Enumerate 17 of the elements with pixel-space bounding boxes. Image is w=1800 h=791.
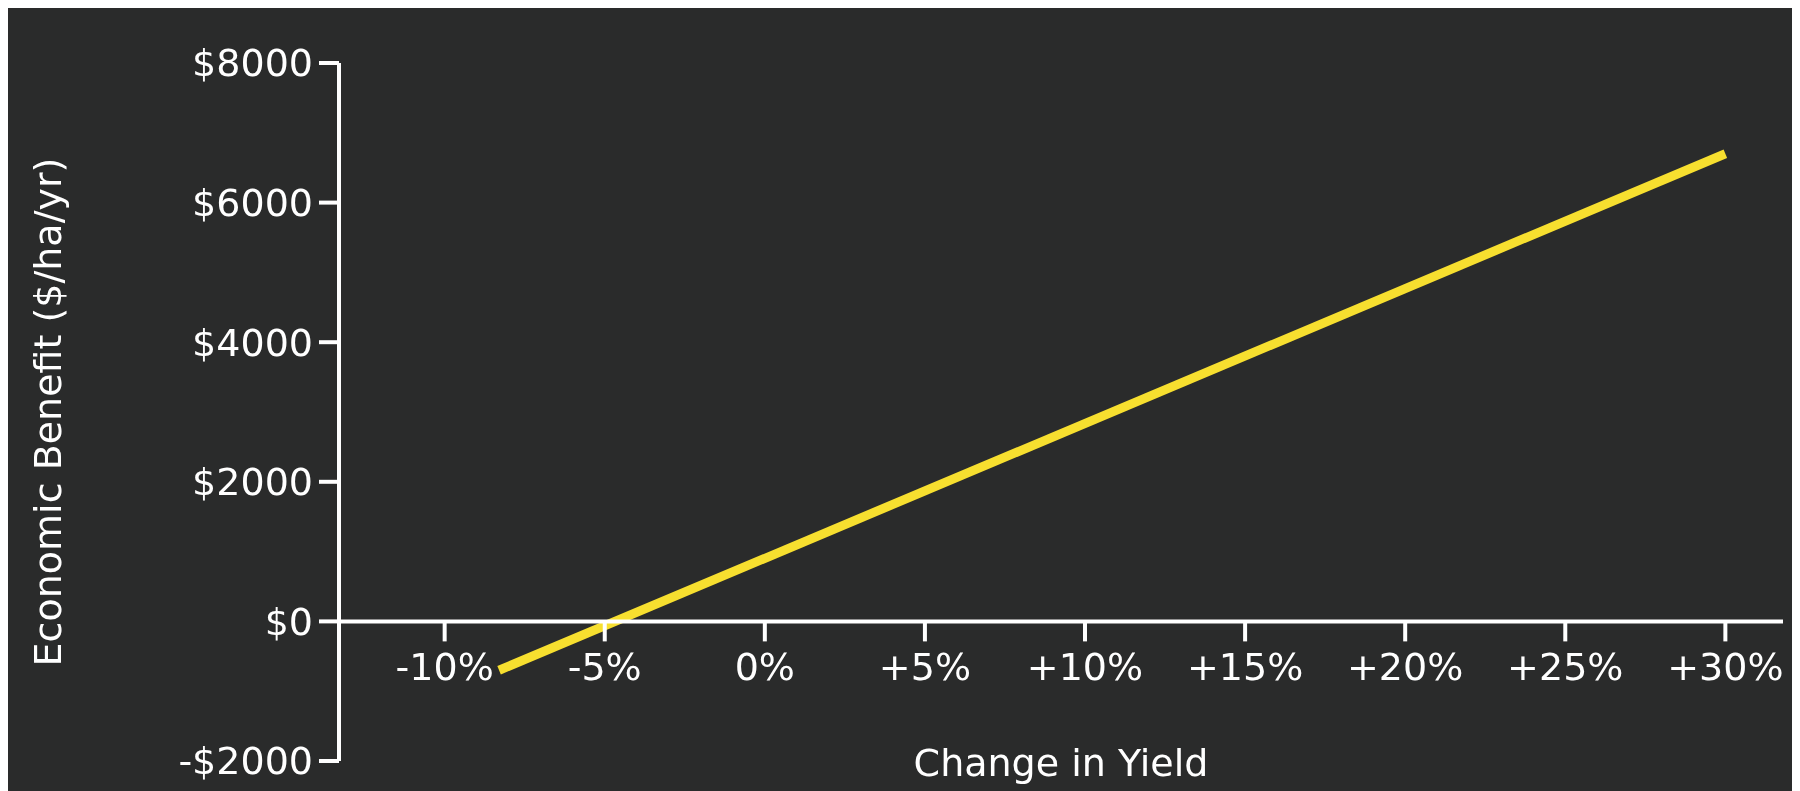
x-tick-label: 0% <box>734 644 795 689</box>
x-tick-label: +20% <box>1347 644 1464 689</box>
x-axis-title: Change in Yield <box>912 741 1210 785</box>
y-axis-title: Economic Benefit ($/ha/yr) <box>26 157 71 667</box>
x-tick-label: -5% <box>567 644 642 689</box>
x-tick-label: +15% <box>1186 644 1304 689</box>
x-tick-label: +30% <box>1667 644 1784 689</box>
x-tick-label: +10% <box>1026 644 1144 689</box>
x-tick-label: +25% <box>1507 644 1624 689</box>
y-tick-label: $6000 <box>192 181 313 226</box>
y-tick-label: $2000 <box>192 460 313 505</box>
x-tick-label: +5% <box>878 644 971 689</box>
y-tick-label: $8000 <box>192 41 313 86</box>
y-tick-label: -$2000 <box>178 739 313 784</box>
y-tick-label: $0 <box>264 599 313 644</box>
x-tick-label: -10% <box>395 644 494 689</box>
y-tick-label: $4000 <box>192 320 313 365</box>
